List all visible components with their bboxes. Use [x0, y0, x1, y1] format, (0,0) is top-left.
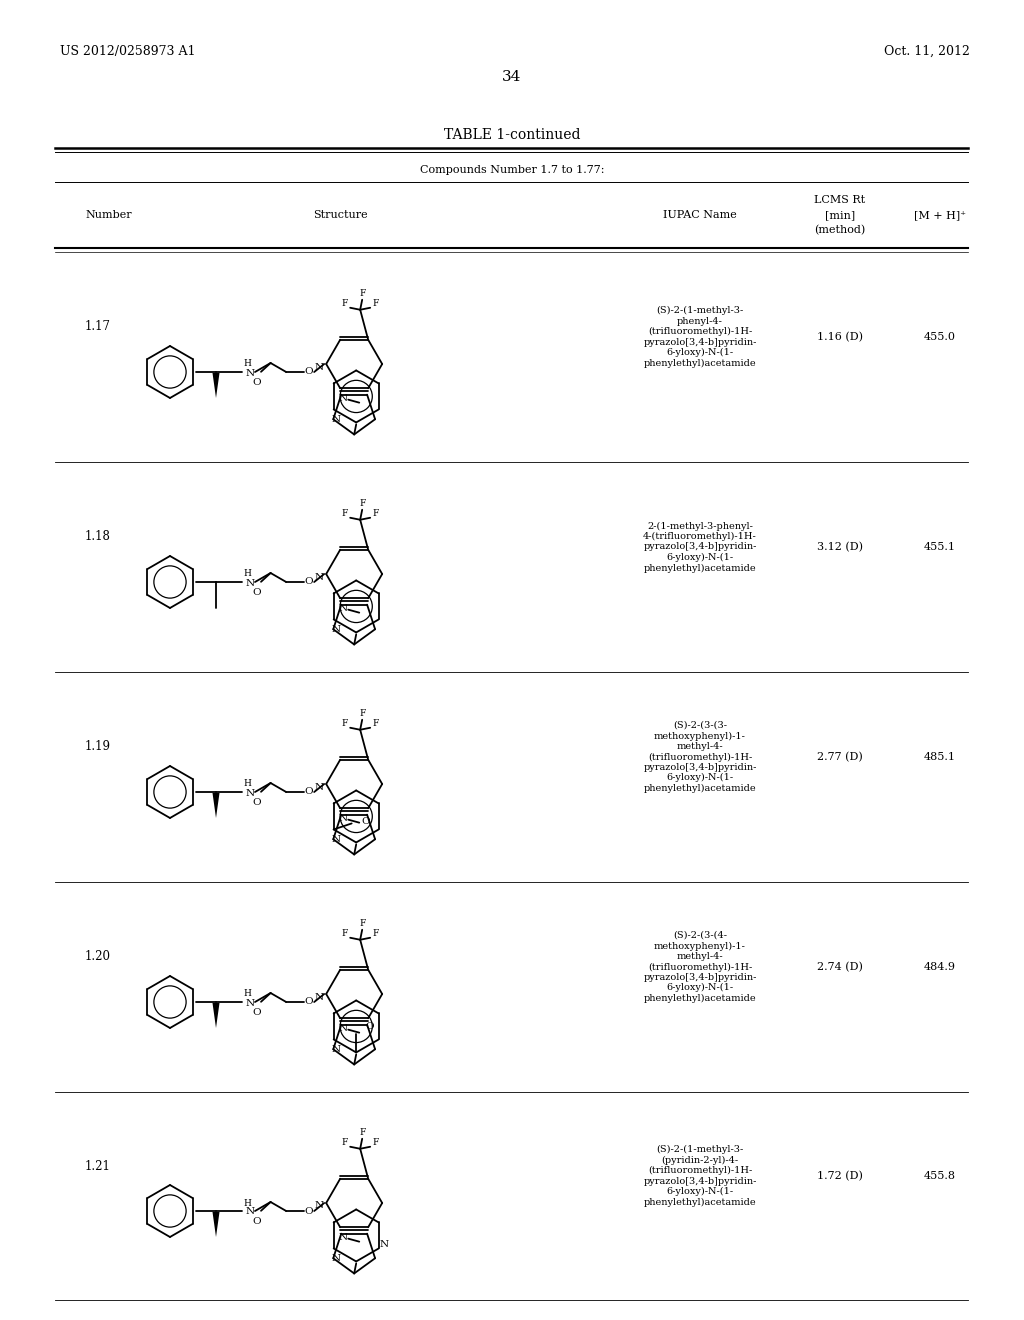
Text: N: N: [379, 1239, 388, 1249]
Text: 3.12 (D): 3.12 (D): [817, 541, 863, 552]
Text: [M + H]⁺: [M + H]⁺: [914, 210, 966, 220]
Text: O: O: [305, 367, 313, 376]
Text: (S)-2-(3-(3-
methoxyphenyl)-1-
methyl-4-
(trifluoromethyl)-1H-
pyrazolo[3,4-b]py: (S)-2-(3-(3- methoxyphenyl)-1- methyl-4-…: [643, 721, 757, 793]
Text: Number: Number: [85, 210, 132, 220]
Text: F: F: [359, 919, 366, 928]
Text: 1.17: 1.17: [85, 321, 111, 334]
Text: H: H: [243, 569, 251, 578]
Text: 2.74 (D): 2.74 (D): [817, 962, 863, 972]
Text: N: N: [246, 998, 255, 1007]
Text: LCMS Rt: LCMS Rt: [814, 195, 865, 205]
Text: 485.1: 485.1: [924, 752, 956, 762]
Text: O: O: [253, 1008, 261, 1018]
Text: N: N: [332, 834, 341, 843]
Text: 1.19: 1.19: [85, 741, 111, 754]
Text: N: N: [314, 363, 324, 371]
Text: N: N: [246, 788, 255, 797]
Text: 455.8: 455.8: [924, 1171, 956, 1181]
Text: (method): (method): [814, 224, 865, 235]
Text: H: H: [243, 990, 251, 998]
Text: N: N: [339, 605, 348, 614]
Polygon shape: [213, 793, 219, 818]
Text: F: F: [359, 709, 366, 718]
Text: 1.16 (D): 1.16 (D): [817, 331, 863, 342]
Text: N: N: [246, 1208, 255, 1217]
Text: H: H: [243, 359, 251, 368]
Text: 2-(1-methyl-3-phenyl-
4-(trifluoromethyl)-1H-
pyrazolo[3,4-b]pyridin-
6-yloxy)-N: 2-(1-methyl-3-phenyl- 4-(trifluoromethyl…: [643, 521, 757, 573]
Text: F: F: [341, 929, 347, 939]
Text: N: N: [339, 1233, 348, 1242]
Text: 455.0: 455.0: [924, 333, 956, 342]
Text: N: N: [332, 624, 341, 634]
Text: H: H: [243, 780, 251, 788]
Text: F: F: [372, 929, 378, 939]
Text: (S)-2-(1-methyl-3-
(pyridin-2-yl)-4-
(trifluoromethyl)-1H-
pyrazolo[3,4-b]pyridi: (S)-2-(1-methyl-3- (pyridin-2-yl)-4- (tr…: [643, 1146, 757, 1206]
Text: N: N: [339, 1024, 348, 1034]
Text: O: O: [253, 1217, 261, 1226]
Text: Structure: Structure: [312, 210, 368, 220]
Text: O: O: [253, 589, 261, 597]
Text: F: F: [372, 1138, 378, 1147]
Text: O: O: [305, 998, 313, 1006]
Text: O: O: [305, 578, 313, 586]
Text: [min]: [min]: [825, 210, 855, 220]
Text: F: F: [372, 719, 378, 729]
Polygon shape: [213, 374, 219, 399]
Text: N: N: [314, 783, 324, 792]
Text: Oct. 11, 2012: Oct. 11, 2012: [884, 45, 970, 58]
Text: (S)-2-(1-methyl-3-
phenyl-4-
(trifluoromethyl)-1H-
pyrazolo[3,4-b]pyridin-
6-ylo: (S)-2-(1-methyl-3- phenyl-4- (trifluorom…: [643, 306, 757, 368]
Text: F: F: [372, 300, 378, 309]
Text: IUPAC Name: IUPAC Name: [664, 210, 737, 220]
Text: TABLE 1-continued: TABLE 1-continued: [443, 128, 581, 143]
Text: N: N: [339, 814, 348, 824]
Text: Compounds Number 1.7 to 1.77:: Compounds Number 1.7 to 1.77:: [420, 165, 604, 176]
Text: N: N: [246, 368, 255, 378]
Text: 1.20: 1.20: [85, 950, 111, 964]
Text: 1.18: 1.18: [85, 531, 111, 544]
Text: H: H: [243, 1199, 251, 1208]
Text: N: N: [332, 414, 341, 424]
Text: (S)-2-(3-(4-
methoxyphenyl)-1-
methyl-4-
(trifluoromethyl)-1H-
pyrazolo[3,4-b]py: (S)-2-(3-(4- methoxyphenyl)-1- methyl-4-…: [643, 931, 757, 1003]
Text: F: F: [372, 510, 378, 519]
Text: O: O: [305, 1206, 313, 1216]
Text: 1.21: 1.21: [85, 1159, 111, 1172]
Text: 1.72 (D): 1.72 (D): [817, 1171, 863, 1181]
Text: N: N: [332, 1254, 341, 1263]
Text: O: O: [305, 788, 313, 796]
Text: F: F: [341, 1138, 347, 1147]
Text: O: O: [253, 799, 261, 808]
Text: F: F: [359, 1129, 366, 1138]
Polygon shape: [213, 1212, 219, 1237]
Text: 484.9: 484.9: [924, 962, 956, 972]
Text: 34: 34: [503, 70, 521, 84]
Text: 2.77 (D): 2.77 (D): [817, 752, 863, 762]
Text: US 2012/0258973 A1: US 2012/0258973 A1: [60, 45, 196, 58]
Text: N: N: [339, 395, 348, 403]
Text: F: F: [341, 300, 347, 309]
Text: N: N: [314, 573, 324, 582]
Text: F: F: [359, 499, 366, 508]
Text: F: F: [341, 719, 347, 729]
Text: O: O: [366, 1022, 375, 1031]
Text: F: F: [341, 510, 347, 519]
Text: O: O: [253, 379, 261, 387]
Text: F: F: [359, 289, 366, 298]
Text: N: N: [314, 1201, 324, 1210]
Polygon shape: [213, 1003, 219, 1028]
Text: 455.1: 455.1: [924, 543, 956, 552]
Text: N: N: [314, 993, 324, 1002]
Text: N: N: [332, 1044, 341, 1053]
Text: N: N: [246, 578, 255, 587]
Text: O: O: [361, 817, 371, 826]
